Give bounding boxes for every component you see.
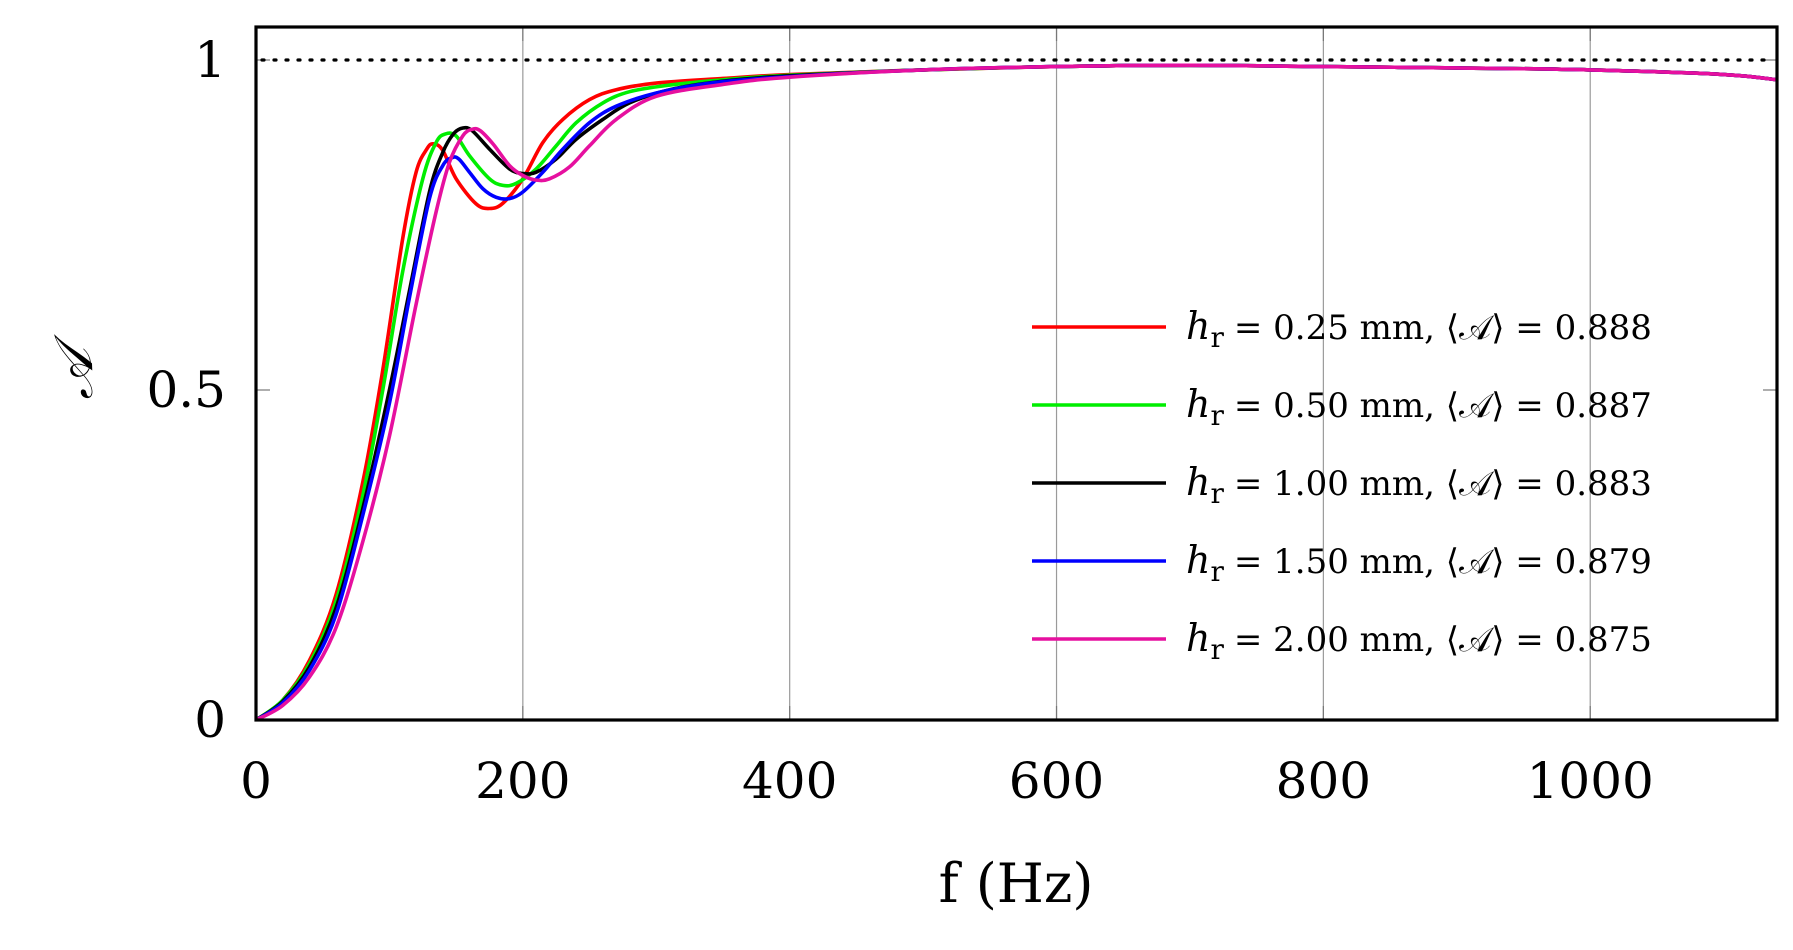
y-axis-title: 𝒜 bbox=[42, 334, 105, 400]
grid-layer bbox=[255, 27, 1777, 721]
legend-label: hr = 2.00 mm, ⟨𝒜⟩ = 0.875 bbox=[1186, 616, 1652, 666]
legend-label: hr = 1.00 mm, ⟨𝒜⟩ = 0.883 bbox=[1186, 460, 1652, 510]
x-tick-label: 400 bbox=[742, 752, 837, 810]
legend-label: hr = 0.25 mm, ⟨𝒜⟩ = 0.888 bbox=[1186, 304, 1652, 354]
series-layer bbox=[256, 63, 1777, 720]
x-tick-label: 0 bbox=[240, 752, 272, 810]
x-axis-title: f (Hz) bbox=[939, 852, 1094, 915]
legend-entry-1: hr = 0.25 mm, ⟨𝒜⟩ = 0.888 bbox=[1032, 304, 1652, 354]
x-tick-label: 1000 bbox=[1527, 752, 1654, 810]
y-tick-label: 0 bbox=[194, 691, 226, 749]
plot-frame bbox=[254, 25, 1779, 722]
legend-entry-2: hr = 0.50 mm, ⟨𝒜⟩ = 0.887 bbox=[1032, 382, 1652, 432]
x-tick-label: 800 bbox=[1276, 752, 1371, 810]
y-tick-label: 1 bbox=[194, 31, 226, 89]
y-tick-label: 0.5 bbox=[146, 361, 226, 419]
legend-entry-4: hr = 1.50 mm, ⟨𝒜⟩ = 0.879 bbox=[1032, 538, 1652, 588]
series-line-5 bbox=[256, 63, 1777, 720]
legend: hr = 0.25 mm, ⟨𝒜⟩ = 0.888 hr = 0.50 mm, ⟨𝒜⟩… bbox=[1032, 304, 1652, 666]
legend-label: hr = 1.50 mm, ⟨𝒜⟩ = 0.879 bbox=[1186, 538, 1652, 588]
legend-entry-5: hr = 2.00 mm, ⟨𝒜⟩ = 0.875 bbox=[1032, 616, 1652, 666]
tick-label-layer: 0 200 400 600 800 1000 0 0.5 1 bbox=[146, 31, 1653, 810]
x-tick-label: 200 bbox=[475, 752, 570, 810]
legend-label: hr = 0.50 mm, ⟨𝒜⟩ = 0.887 bbox=[1186, 382, 1652, 432]
legend-entry-3: hr = 1.00 mm, ⟨𝒜⟩ = 0.883 bbox=[1032, 460, 1652, 510]
x-tick-label: 600 bbox=[1009, 752, 1104, 810]
